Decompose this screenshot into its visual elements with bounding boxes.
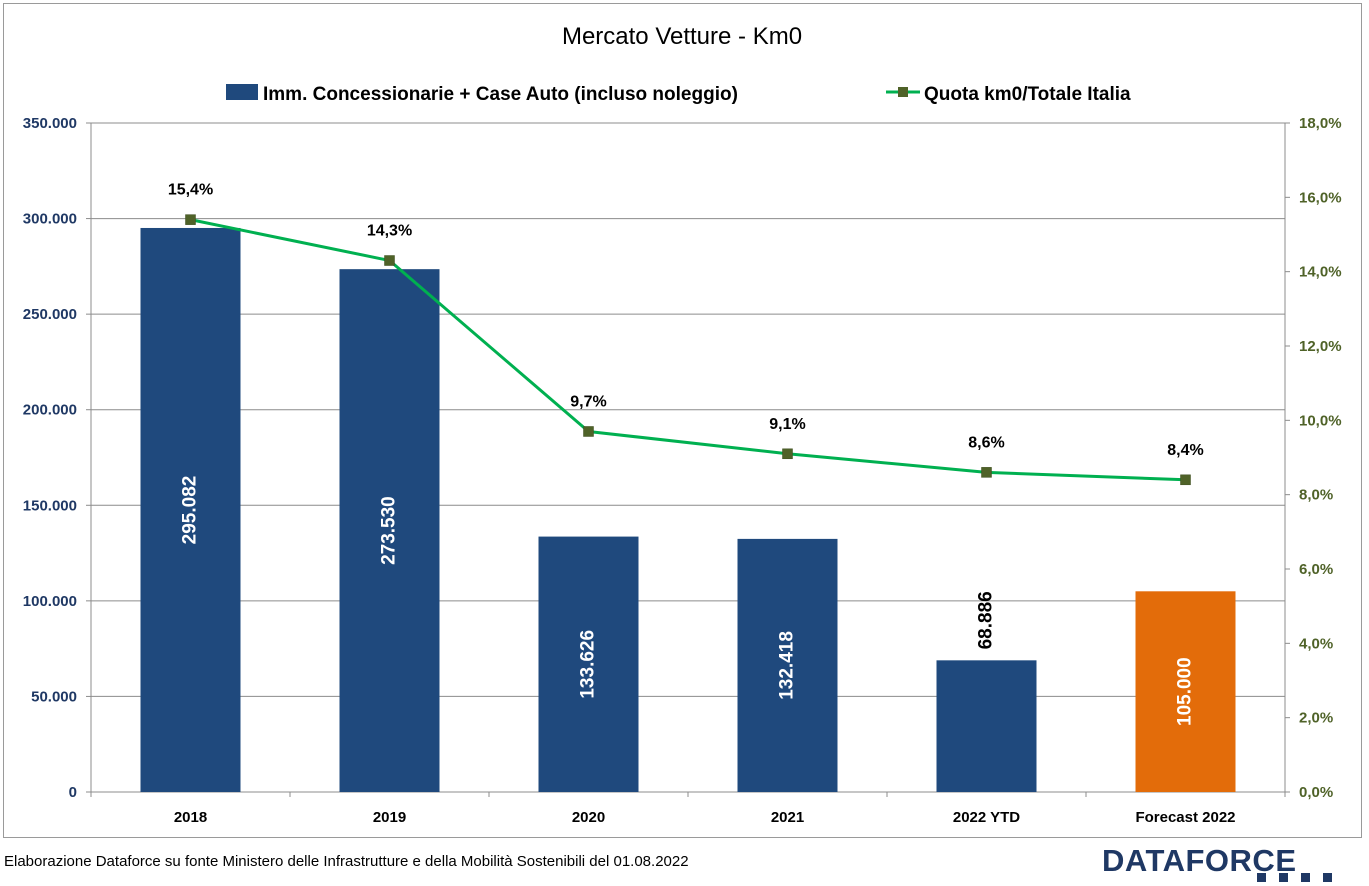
bar-data-label: 273.530: [379, 496, 400, 565]
line-data-label: 15,4%: [168, 182, 213, 199]
line-marker: [185, 214, 196, 225]
y-right-tick-label: 12,0%: [1299, 338, 1342, 355]
bar-data-label: 132.418: [777, 631, 798, 700]
line-data-label: 14,3%: [367, 223, 412, 240]
x-tick-label: 2021: [771, 809, 804, 826]
logo-dot-1: [1257, 873, 1266, 882]
line-series: [190, 218, 1186, 482]
chart-title: Mercato Vetture - Km0: [562, 23, 802, 50]
bar: [737, 538, 838, 792]
dataforce-logo: DATAFORCE: [1102, 843, 1352, 883]
line-marker: [782, 448, 793, 460]
y-right-tick-label: 8,0%: [1299, 487, 1333, 504]
legend-label-bars: Imm. Concessionarie + Case Auto (incluso…: [263, 84, 738, 105]
bar-data-label: 133.626: [578, 630, 599, 699]
y-right-tick-label: 10,0%: [1299, 412, 1342, 429]
y-left-tick-label: 250.000: [23, 306, 77, 323]
y-left-tick-label: 300.000: [23, 211, 77, 228]
line-data-label: 8,6%: [968, 434, 1004, 451]
x-tick-label: 2022 YTD: [953, 809, 1020, 826]
logo-dot-2: [1279, 873, 1288, 882]
bar: [140, 227, 241, 793]
bar: [538, 536, 639, 792]
y-left-tick-label: 0: [69, 784, 77, 801]
line-data-label: 9,7%: [570, 393, 606, 410]
line-data-label: 9,1%: [769, 416, 805, 433]
line-marker: [1180, 474, 1191, 486]
logo-dot-4: [1323, 873, 1332, 882]
bar: [339, 269, 440, 792]
y-right-tick-label: 14,0%: [1299, 264, 1342, 281]
x-tick-label: 2020: [572, 809, 605, 826]
legend-swatch-bars: [226, 84, 258, 100]
y-right-tick-label: 4,0%: [1299, 635, 1333, 652]
y-left-tick-label: 150.000: [23, 497, 77, 514]
y-left-tick-label: 100.000: [23, 593, 77, 610]
x-tick-label: 2018: [174, 809, 207, 826]
chart-svg: Mercato Vetture - Km0 Imm. Concessionarie…: [23, 23, 1342, 826]
bar-data-label: 295.082: [180, 476, 201, 545]
y-left-tick-label: 350.000: [23, 115, 77, 132]
bar-data-label: 68.886: [976, 591, 997, 649]
y-left-tick-label: 200.000: [23, 402, 77, 419]
bar: [1135, 591, 1236, 792]
legend-label-line: Quota km0/Totale Italia: [924, 84, 1131, 105]
logo-dot-3: [1301, 873, 1310, 882]
y-left-tick-label: 50.000: [31, 688, 77, 705]
y-right-tick-label: 18,0%: [1299, 115, 1342, 132]
line-marker: [583, 426, 594, 437]
chart-frame: Mercato Vetture - Km0 Imm. Concessionarie…: [3, 3, 1362, 838]
line-marker: [384, 255, 395, 266]
legend-swatch-marker: [898, 87, 908, 97]
footer-source: Elaborazione Dataforce su fonte Minister…: [4, 853, 689, 870]
x-tick-label: 2019: [373, 809, 406, 826]
bar: [936, 660, 1037, 792]
y-right-tick-label: 2,0%: [1299, 710, 1333, 727]
brand-name: DATAFORCE: [1102, 843, 1297, 878]
line-data-label: 8,4%: [1167, 442, 1203, 459]
bar-data-label: 105.000: [1175, 657, 1196, 726]
line-marker: [981, 467, 992, 478]
y-right-tick-label: 0,0%: [1299, 784, 1333, 801]
x-tick-label: Forecast 2022: [1135, 809, 1235, 826]
y-right-tick-label: 16,0%: [1299, 189, 1342, 206]
y-right-tick-label: 6,0%: [1299, 561, 1333, 578]
